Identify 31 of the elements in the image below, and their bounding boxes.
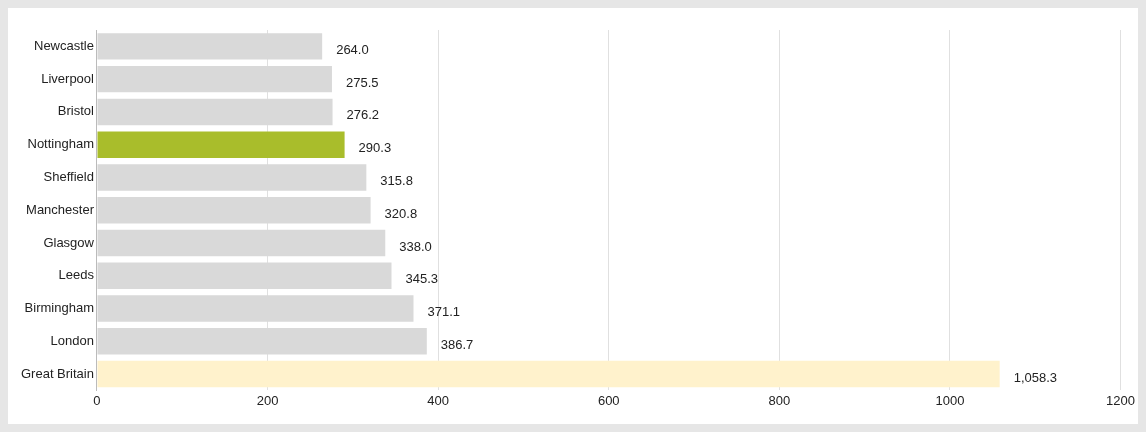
- y-tick-label: Sheffield: [43, 169, 94, 185]
- y-tick-label: Manchester: [26, 201, 95, 217]
- data-label: 275.5: [345, 74, 379, 90]
- x-tick-label: 600: [597, 392, 620, 408]
- y-tick-label: Newcastle: [34, 37, 94, 53]
- x-tick-label: 800: [768, 392, 791, 408]
- x-tick-label: 1200: [1106, 392, 1135, 408]
- bar: [97, 360, 1000, 388]
- data-label: 290.3: [358, 140, 392, 156]
- data-label: 371.1: [427, 304, 461, 320]
- data-label: 345.3: [405, 271, 439, 287]
- y-tick-label: Bristol: [57, 103, 95, 119]
- data-label: 264.0: [336, 41, 369, 57]
- y-tick-label: London: [50, 332, 94, 348]
- y-tick-label: Leeds: [58, 267, 95, 283]
- y-tick-label: Liverpool: [41, 70, 95, 86]
- x-tick-label: 200: [256, 392, 279, 408]
- y-tick-label: Great Britain: [20, 365, 94, 381]
- x-tick-label: 1000: [935, 392, 965, 408]
- y-tick-label: Glasgow: [43, 234, 95, 250]
- y-tick-label: Nottingham: [27, 136, 94, 152]
- data-label: 386.7: [440, 336, 474, 352]
- data-label: 315.8: [380, 173, 413, 189]
- x-tick-label: 400: [427, 392, 450, 408]
- x-tick-label: 0: [93, 392, 101, 408]
- data-label: 338.0: [399, 238, 432, 254]
- data-label: 320.8: [384, 205, 418, 221]
- y-tick-label: Birmingham: [24, 300, 94, 316]
- data-label: 276.2: [346, 107, 380, 123]
- bar: [97, 131, 345, 158]
- data-label: 1,058.3: [1013, 369, 1058, 385]
